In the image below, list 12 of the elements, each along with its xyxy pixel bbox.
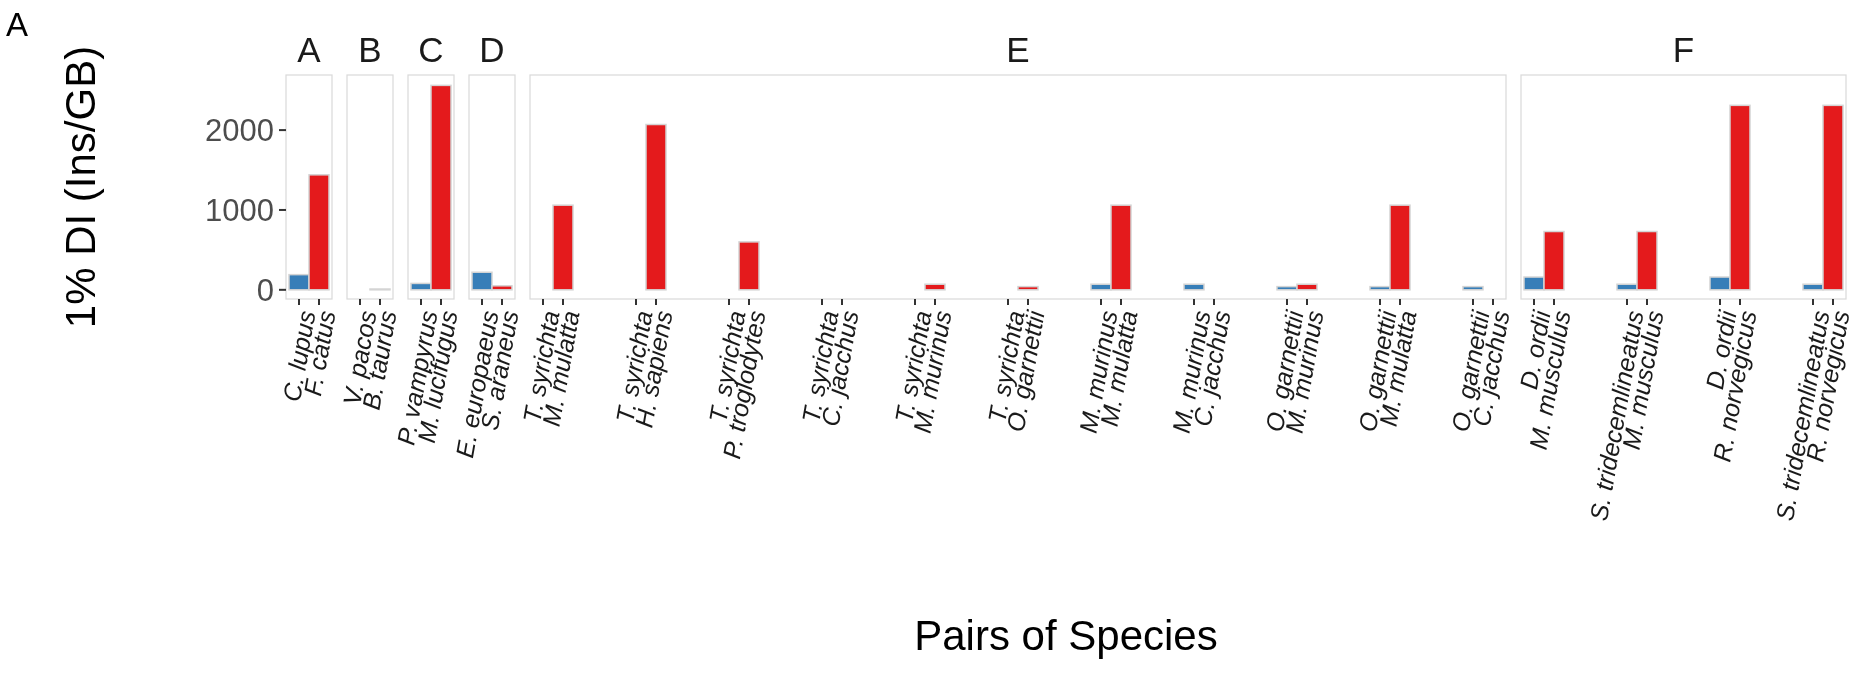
- y-tick-label: 2000: [205, 112, 274, 148]
- y-axis-title: 1% DI (Ins/GB): [57, 45, 104, 329]
- chart-title: B: [358, 30, 382, 69]
- y-tick-label: 1000: [205, 192, 274, 228]
- chart-title: E: [1006, 30, 1030, 69]
- chart-title: A: [297, 30, 322, 69]
- chart-title: F: [1672, 30, 1695, 69]
- y-tick-label: 0: [256, 272, 274, 308]
- chart-title: C: [418, 30, 444, 69]
- chart-title: D: [479, 30, 505, 69]
- text: A: [6, 6, 29, 43]
- x-axis-title: Pairs of Species: [914, 612, 1218, 659]
